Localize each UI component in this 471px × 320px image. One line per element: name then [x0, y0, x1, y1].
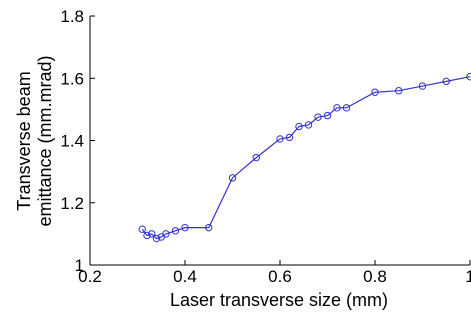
- data-point: [323, 111, 332, 120]
- series-line: [141, 76, 471, 240]
- data-point: [395, 87, 403, 95]
- data-point: [342, 104, 351, 112]
- data-point: [304, 121, 313, 129]
- x-tick-label: 0.2: [78, 267, 102, 286]
- data-point: [314, 113, 322, 121]
- data-point: [171, 227, 180, 235]
- plot-area: 0.2 0.4 0.6 0.8 1 1 1.2 1.4 1.6 1.8: [60, 7, 471, 286]
- y-axis-label-line-2: emittance (mm.mrad): [35, 55, 55, 226]
- y-tick-label: 1.2: [60, 194, 84, 213]
- y-tick-label: 1: [75, 256, 84, 275]
- y-tick-label: 1.8: [60, 7, 84, 26]
- data-point: [371, 88, 379, 96]
- x-tick-label: 0.6: [268, 267, 292, 286]
- data-point: [466, 72, 471, 81]
- data-point: [152, 234, 161, 243]
- x-tick-label: 1: [465, 267, 471, 286]
- data-point: [162, 230, 170, 238]
- data-point: [181, 223, 189, 232]
- y-tick-label: 1.6: [60, 69, 84, 88]
- data-point: [205, 223, 213, 232]
- data-point: [442, 77, 450, 86]
- y-tick-label: 1.4: [60, 132, 84, 151]
- y-axis-label-line-1: Transverse beam: [14, 71, 34, 210]
- data-point: [333, 104, 341, 112]
- data-point: [228, 174, 237, 182]
- data-point: [143, 231, 151, 240]
- data-point: [295, 122, 303, 131]
- data-point: [276, 135, 284, 143]
- data-point: [252, 153, 260, 162]
- data-point: [285, 133, 294, 142]
- x-tick-label: 0.4: [173, 267, 197, 286]
- x-axis-label: Laser transverse size (mm): [170, 290, 388, 310]
- data-point: [138, 225, 146, 233]
- x-tick-label: 0.8: [363, 267, 387, 286]
- data-point: [148, 230, 156, 238]
- data-point: [418, 82, 427, 90]
